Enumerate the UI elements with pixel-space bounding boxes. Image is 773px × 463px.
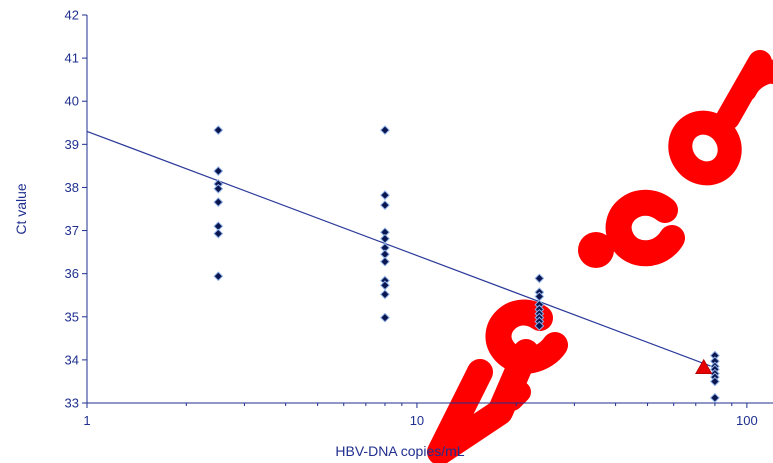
y-tick-label: 39 (65, 137, 79, 152)
data-point (380, 190, 390, 201)
triangle-point (695, 358, 713, 375)
watermark (427, 50, 773, 463)
x-tick-label: 1 (83, 413, 90, 428)
data-point (380, 256, 390, 267)
x-axis-title: HBV-DNA copies/mL (335, 443, 464, 459)
data-point (709, 376, 720, 387)
fit-line-group (86, 130, 716, 369)
data-point (213, 197, 224, 208)
data-point (213, 125, 224, 136)
data-point (709, 392, 720, 403)
x-tick-label: 10 (410, 413, 424, 428)
y-tick-label: 34 (65, 352, 79, 367)
y-tick-label: 38 (65, 180, 79, 195)
y-tick-label: 37 (65, 223, 79, 238)
y-tick-label: 41 (65, 51, 79, 66)
y-axis-title: Ct value (13, 183, 29, 235)
data-point (380, 125, 390, 136)
y-axis-ticks: 33 34 35 36 37 38 39 40 41 42 (65, 8, 87, 411)
y-tick-label: 40 (65, 94, 79, 109)
fit-line (86, 130, 716, 369)
data-point (213, 183, 224, 194)
data-point (380, 289, 390, 300)
y-tick-label: 42 (65, 8, 79, 23)
data-point (380, 200, 390, 211)
data-point (213, 166, 224, 176)
data-point (380, 233, 390, 244)
data-point (534, 320, 545, 331)
x-tick-label: 100 (736, 413, 758, 428)
data-point (380, 312, 390, 323)
data-points (213, 125, 720, 403)
data-point (213, 228, 224, 239)
data-point (213, 271, 224, 282)
y-tick-label: 33 (65, 396, 79, 411)
data-point (534, 273, 545, 284)
y-tick-label: 35 (65, 309, 79, 324)
y-tick-label: 36 (65, 266, 79, 281)
x-axis-ticks: 1 10 100 (83, 403, 758, 428)
axes (86, 15, 773, 404)
